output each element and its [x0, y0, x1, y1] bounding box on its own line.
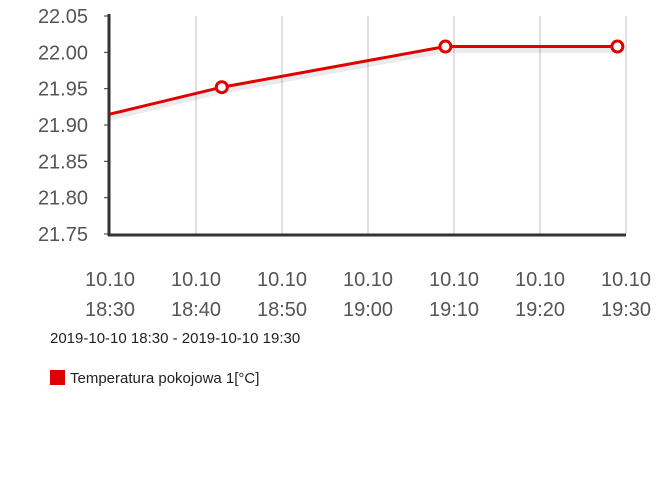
x-tick-label: 10.10 18:40: [171, 269, 221, 321]
x-tick-label: 10.10 18:50: [257, 269, 307, 321]
y-tick-label: 22.00: [38, 42, 88, 64]
legend-swatch: [50, 370, 65, 385]
x-tick-label: 10.10 18:30: [85, 269, 135, 321]
y-tick-label: 21.80: [38, 188, 88, 210]
x-tick-label: 10.10 19:00: [343, 269, 393, 321]
legend-label: Temperatura pokojowa 1[°C]: [70, 370, 259, 387]
point: [438, 39, 453, 54]
y-tick-label: 21.85: [38, 151, 88, 173]
line: [109, 45, 618, 116]
y-tick-label: 22.05: [38, 6, 88, 28]
y-tick-label: 21.90: [38, 115, 88, 137]
x-tick-label: 10.10 19:20: [515, 269, 565, 321]
x-tick-label: 10.10 19:30: [601, 269, 651, 321]
y-tick-label: 21.75: [38, 224, 88, 246]
point: [214, 80, 229, 95]
point: [610, 39, 625, 54]
x-tick-label: 10.10 19:10: [429, 269, 479, 321]
line-shadow: [109, 48, 618, 121]
subtitle: 2019-10-10 18:30 - 2019-10-10 19:30: [50, 330, 300, 347]
y-tick-label: 21.95: [38, 79, 88, 101]
